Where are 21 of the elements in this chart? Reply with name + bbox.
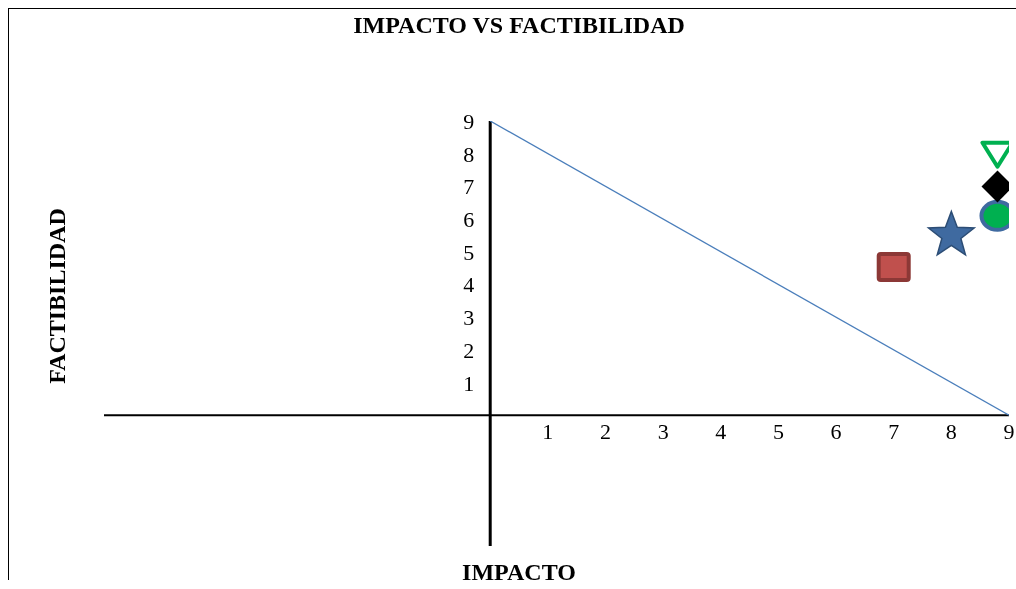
x-tick-label: 6 — [830, 419, 842, 445]
y-tick-label: 6 — [463, 207, 475, 233]
y-axis-title: FACTIBILIDAD — [43, 208, 71, 384]
y-tick-label: 9 — [463, 109, 475, 134]
y-tick-label: 3 — [463, 305, 475, 331]
x-axis-title: IMPACTO — [461, 559, 577, 586]
x-tick-label: 4 — [715, 419, 727, 445]
y-tick-label: 8 — [463, 141, 475, 167]
y-tick-label: 5 — [463, 239, 475, 265]
x-tick-label: 9 — [1003, 419, 1015, 445]
x-tick-label: 2 — [600, 419, 611, 445]
x-tick-label: 1 — [542, 419, 554, 445]
chart-title: IMPACTO VS FACTIBILIDAD — [352, 12, 686, 39]
x-tick-label: 8 — [945, 419, 957, 445]
y-tick-label: 2 — [463, 337, 475, 363]
y-tick-label: 7 — [463, 174, 475, 200]
y-tick-label: 4 — [463, 272, 475, 298]
y-tick-label: 1 — [463, 370, 475, 396]
x-tick-label: 5 — [772, 419, 784, 445]
x-tick-label: 3 — [657, 419, 669, 445]
x-tick-label: 7 — [888, 419, 900, 445]
